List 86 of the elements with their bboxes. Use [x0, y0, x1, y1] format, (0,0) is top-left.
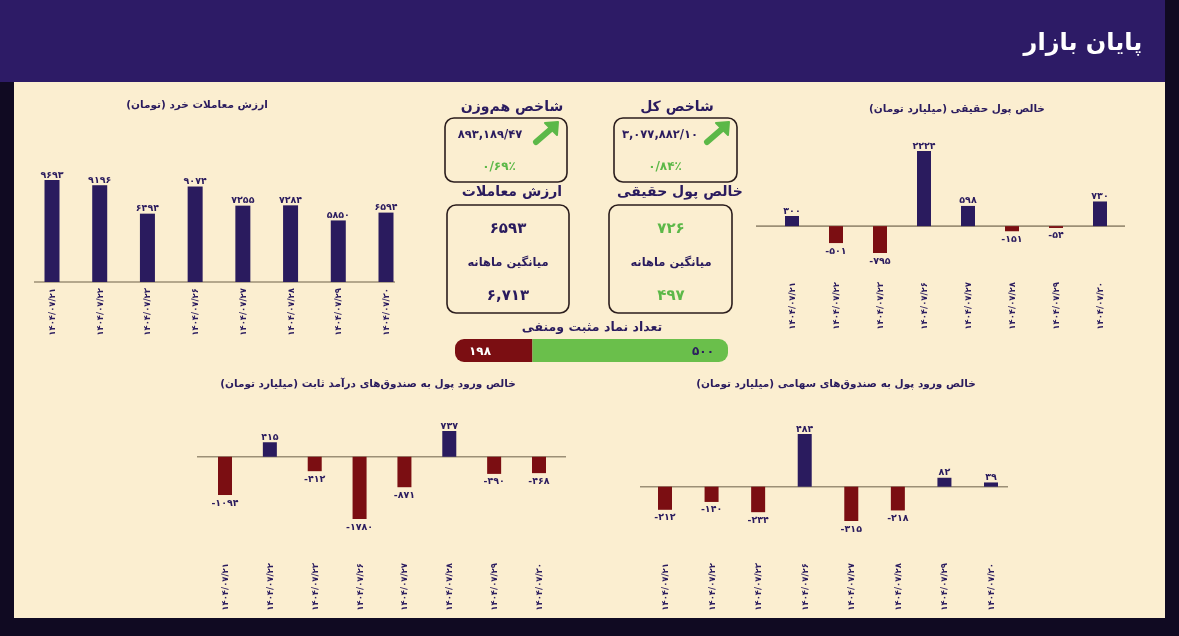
text: ۳,۰۷۷,۸۸۲/۱۰ [621, 127, 699, 141]
data-label: -۵۴ [1048, 229, 1064, 241]
data-label: -۱۵۱ [1001, 232, 1023, 244]
x-tick-label: ۱۴۰۴/۰۷/۲۸ [892, 562, 903, 611]
text: ۸۹۳,۱۸۹/۴۷ [457, 127, 523, 141]
x-tick-label: ۱۴۰۴/۰۷/۲۷ [846, 562, 857, 611]
data-label: -۱۰۹۴ [211, 496, 239, 508]
x-tick-label: ۱۴۰۴/۰۷/۲۷ [399, 562, 410, 611]
chart-title: خالص پول حقیقی (میلیارد تومان) [869, 102, 1045, 115]
x-tick-label: ۱۴۰۴/۰۷/۲۸ [1007, 281, 1017, 330]
x-tick-label: ۱۴۰۴/۰۷/۲۱ [787, 282, 797, 330]
x-tick-label: ۱۴۰۴/۰۷/۲۶ [354, 563, 365, 611]
x-tick-label: ۱۴۰۴/۰۷/۳۰ [534, 563, 544, 611]
text: ۴۹۷ [657, 286, 685, 304]
data-label: -۵۰۱ [825, 244, 847, 256]
data-label: ۸۲ [938, 466, 951, 478]
x-tick-label: ۱۴۰۴/۰۷/۲۱ [220, 563, 230, 611]
data-label: ۲۲۲۴ [912, 139, 936, 151]
x-tick-label: ۱۴۰۴/۰۷/۳۰ [1095, 282, 1105, 330]
x-tick-label: ۱۴۰۴/۰۷/۲۸ [285, 287, 296, 336]
chart-title: خالص ورود پول به صندوق‌های درآمد ثابت (میلیارد تومان) [220, 377, 516, 390]
x-tick-label: ۱۴۰۴/۰۷/۲۶ [919, 282, 929, 330]
x-tick-label: ۱۴۰۴/۰۷/۲۷ [963, 281, 973, 330]
data-label: ۷۲۸۴ [278, 193, 303, 205]
data-label: -۷۹۵ [869, 254, 891, 266]
data-label: ۵۰۰ [692, 343, 714, 358]
x-tick-label: ۱۴۰۴/۰۷/۳۰ [381, 288, 391, 336]
data-label: -۲۱۲ [654, 511, 676, 523]
data-label: ۳۰۰ [783, 204, 801, 216]
data-label: ۷۳۰ [1091, 189, 1109, 201]
data-label: ۴۸۴ [796, 422, 814, 434]
x-tick-label: ۱۴۰۴/۰۷/۲۸ [444, 562, 455, 611]
x-tick-label: ۱۴۰۴/۰۷/۲۳ [875, 281, 885, 330]
data-label: -۲۱۸ [887, 511, 909, 523]
text: ۶,۷۱۳ [486, 286, 530, 304]
x-tick-label: ۱۴۰۴/۰۷/۲۹ [333, 287, 344, 336]
x-tick-label: ۱۴۰۴/۰۷/۲۳ [142, 287, 153, 336]
text: خالص پول حقیقی [617, 183, 743, 200]
data-label: ۹۰۷۴ [183, 175, 207, 187]
x-tick-label: ۱۴۰۴/۰۷/۲۱ [47, 288, 57, 336]
x-tick-label: ۱۴۰۴/۰۷/۲۲ [706, 562, 717, 611]
data-label: ۶۵۹۴ [374, 201, 398, 213]
data-label: ۹۶۹۳ [40, 168, 64, 180]
text: ۶۵۹۳ [489, 219, 527, 237]
x-tick-label: ۱۴۰۴/۰۷/۲۲ [264, 562, 275, 611]
data-label: -۴۹۰ [483, 475, 505, 487]
data-label: ۹۱۹۶ [88, 173, 112, 185]
chart-title: تعداد نماد مثبت ومنفی [521, 318, 663, 334]
data-label: -۴۱۲ [304, 472, 326, 484]
data-label: ۴۱۵ [261, 430, 279, 442]
x-tick-label: ۱۴۰۴/۰۷/۲۳ [309, 562, 320, 611]
data-label: -۴۶۸ [528, 474, 550, 486]
data-label: ۷۳۷ [440, 419, 459, 431]
x-tick-label: ۱۴۰۴/۰۷/۲۹ [1051, 281, 1061, 330]
data-label: -۱۴۰ [700, 503, 723, 515]
data-label: -۲۳۴ [747, 513, 770, 525]
text: میانگین ماهانه [467, 255, 549, 269]
data-label: ۵۹۸ [959, 194, 977, 206]
text: ۰/۶۹٪ [482, 159, 516, 173]
x-tick-label: ۱۴۰۴/۰۷/۲۳ [753, 562, 764, 611]
data-label: -۳۱۵ [840, 522, 863, 534]
x-tick-label: ۱۴۰۴/۰۷/۲۶ [190, 288, 201, 336]
x-tick-label: ۱۴۰۴/۰۷/۲۲ [94, 287, 105, 336]
data-label: -۸۷۱ [393, 488, 416, 500]
x-tick-label: ۱۴۰۴/۰۷/۲۶ [799, 563, 810, 611]
x-tick-label: ۱۴۰۴/۰۷/۲۲ [831, 281, 841, 330]
text: شاخص هم‌وزن [460, 98, 564, 115]
text: ارزش معاملات [461, 183, 563, 199]
data-label: ۶۴۹۴ [135, 202, 160, 214]
x-tick-label: ۱۴۰۴/۰۷/۳۰ [986, 563, 996, 611]
text: میانگین ماهانه [630, 255, 712, 269]
text: پایان بازار [1022, 28, 1143, 56]
x-tick-label: ۱۴۰۴/۰۷/۲۷ [237, 287, 248, 336]
data-label: -۱۷۸۰ [346, 520, 374, 532]
data-label: ۵۸۵۰ [326, 208, 350, 220]
data-label: ۳۹ [985, 470, 997, 482]
x-tick-label: ۱۴۰۴/۰۷/۲۹ [489, 562, 500, 611]
x-tick-label: ۱۴۰۴/۰۷/۲۹ [939, 562, 950, 611]
data-label: ۷۲۵۵ [231, 194, 255, 206]
text: ۷۲۶ [657, 219, 685, 237]
x-tick-label: ۱۴۰۴/۰۷/۲۱ [660, 563, 670, 611]
chart-title: ارزش معاملات خرد (تومان) [126, 98, 268, 111]
text: شاخص کل [640, 98, 714, 115]
data-label: ۱۹۸ [469, 343, 492, 358]
chart-title: خالص ورود پول به صندوق‌های سهامی (میلیارد تومان) [696, 377, 976, 390]
text: ۰/۸۴٪ [648, 159, 682, 173]
